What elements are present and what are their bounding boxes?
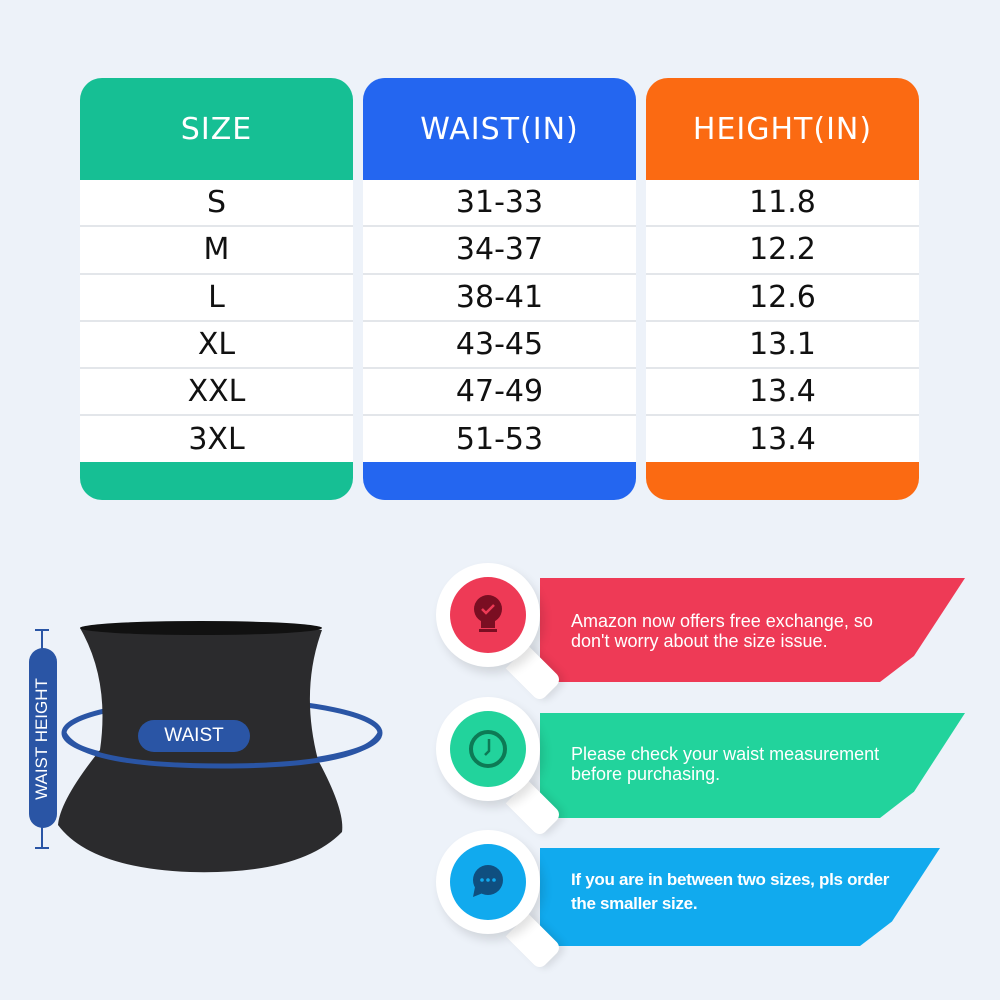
tip-line: If you are in between two sizes, pls ord… [571,870,890,889]
belt-opening [80,621,322,635]
tip-line: don't worry about the size issue. [571,631,828,651]
table-cell: 12.2 [646,227,919,273]
tip-icon-badge [436,697,540,801]
table-cell: 51-53 [363,416,636,462]
column-header: SIZE [180,111,253,147]
table-cell: 13.1 [646,321,919,368]
table-cell: 47-49 [363,369,636,415]
tip-text: Please check your waist measurement befo… [571,744,879,784]
table-cell: L [80,274,353,320]
tip-text: If you are in between two sizes, pls ord… [571,868,889,916]
tip-icon-badge [436,563,540,667]
table-cell: 13.4 [646,369,919,415]
tip-line: Please check your waist measurement [571,744,880,764]
lightbulb-check-icon [474,595,502,632]
waist-ring-front [61,731,383,769]
tip-line: the smaller size. [571,894,698,913]
table-cell: M [80,227,353,273]
tip-icon-circle [450,711,526,787]
chat-bubble-icon [473,865,503,897]
column-header: HEIGHT(IN) [692,111,873,147]
table-cell: S [80,180,353,226]
table-cell: 34-37 [363,227,636,273]
table-cell: 3XL [80,416,353,462]
height-pill [29,648,57,828]
table-cell: 13.4 [646,416,919,462]
column-waist: WAIST(IN) 31-33 34-37 38-41 43-45 47-49 … [363,78,636,500]
tip-icon-circle [450,844,526,920]
tip-banner-measure [540,713,965,818]
table-cell: 43-45 [363,321,636,368]
waist-pill [138,720,250,752]
tip-line: before purchasing. [571,764,721,784]
tip-banner-exchange [540,578,965,682]
tip-banner-between-sizes [540,848,940,946]
table-cell: 38-41 [363,274,636,320]
waist-height-label: WAIST HEIGHT [32,678,51,800]
tip-icon-badge [436,830,540,934]
table-cell: XL [80,321,353,368]
table-cell: 11.8 [646,180,919,226]
column-height: HEIGHT(IN) 11.8 12.2 12.6 13.1 13.4 13.4 [646,78,919,500]
clock-icon [469,730,507,768]
table-cell: XXL [80,369,353,415]
tip-icon-circle [450,577,526,653]
table-cell: 12.6 [646,274,919,320]
waist-belt-diagram [29,621,383,873]
waist-label: WAIST [164,725,224,746]
tip-text: Amazon now offers free exchange, so don'… [571,611,873,651]
table-cell: 31-33 [363,180,636,226]
column-size: SIZE S M L XL XXL 3XL [80,78,353,500]
tip-line: Amazon now offers free exchange, so [571,611,873,631]
column-header: WAIST(IN) [420,111,579,147]
